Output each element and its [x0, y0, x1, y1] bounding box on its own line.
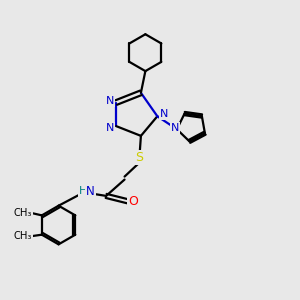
Text: N: N	[106, 123, 114, 133]
Text: O: O	[128, 195, 138, 208]
Text: CH₃: CH₃	[14, 231, 32, 241]
Text: H: H	[79, 186, 87, 196]
Text: S: S	[135, 151, 143, 164]
Text: N: N	[160, 109, 168, 119]
Text: N: N	[86, 184, 95, 198]
Text: N: N	[171, 123, 180, 133]
Text: N: N	[106, 96, 114, 106]
Text: CH₃: CH₃	[14, 208, 32, 218]
